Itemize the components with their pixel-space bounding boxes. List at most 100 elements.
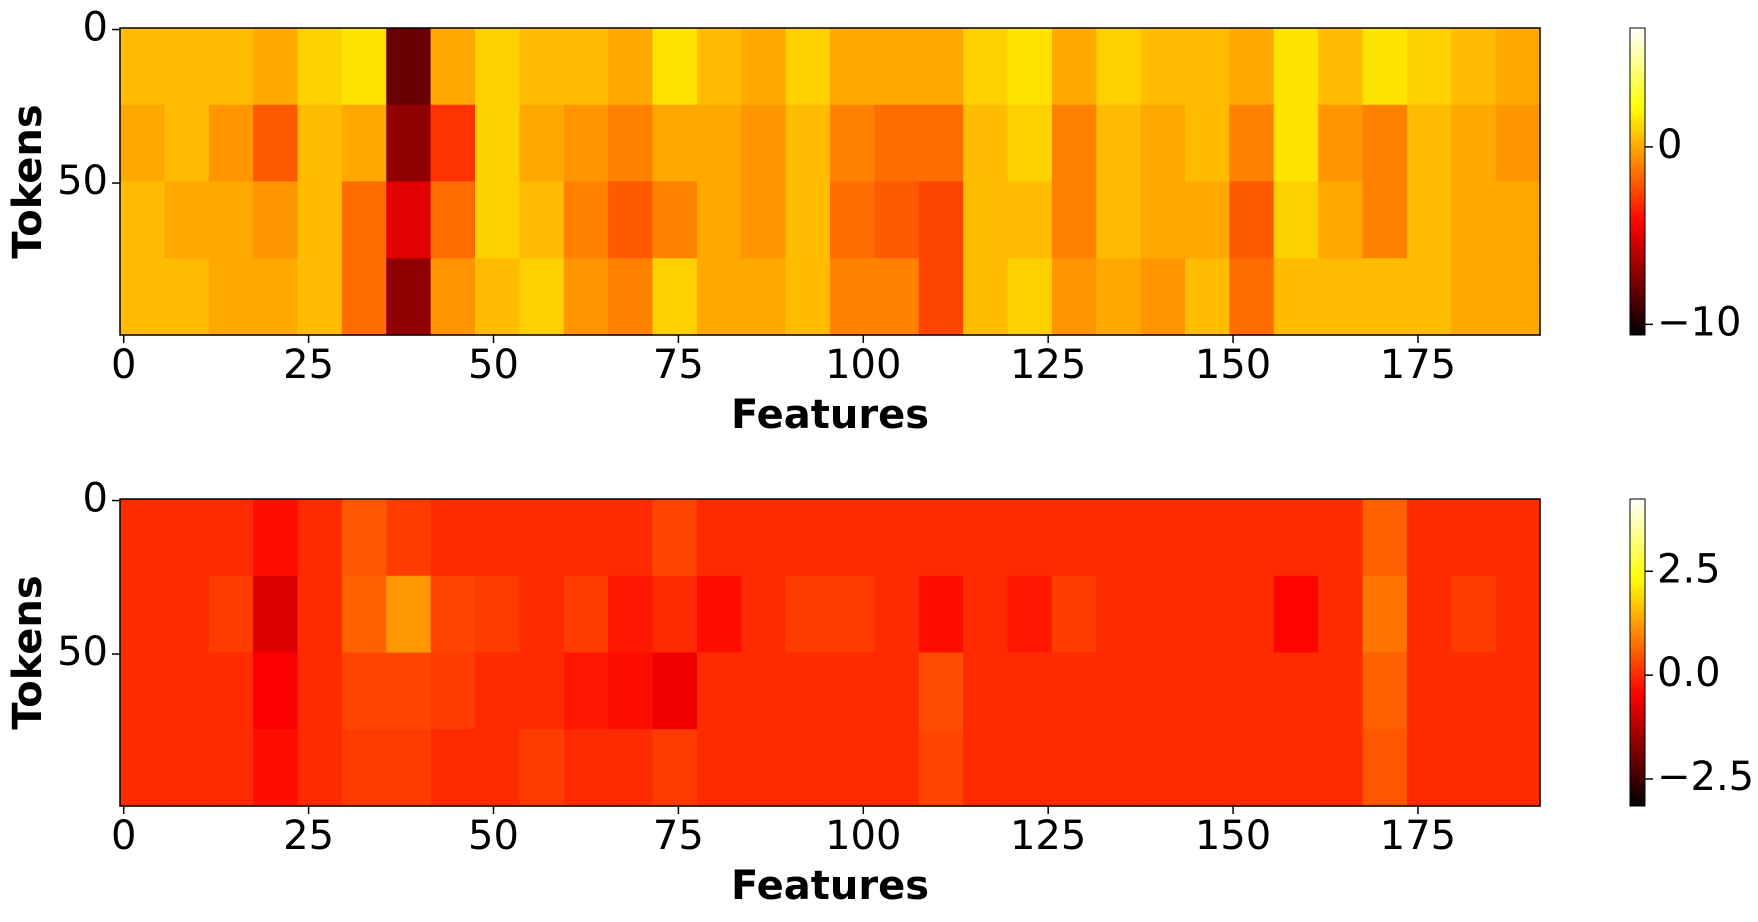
heatmap-cell <box>874 104 920 183</box>
heatmap-cell <box>785 652 831 730</box>
heatmap-cell <box>519 258 565 336</box>
heatmap-cell <box>297 258 343 336</box>
heatmap-cell <box>164 181 210 259</box>
heatmap-cell <box>1140 499 1186 577</box>
heatmap-cell <box>430 499 476 577</box>
heatmap-cell <box>475 575 520 654</box>
heatmap-cell <box>830 181 875 259</box>
heatmap-cell <box>253 181 299 259</box>
heatmap-cell <box>696 104 742 183</box>
heatmap-cell <box>1096 729 1142 807</box>
heatmap-cell <box>430 181 476 259</box>
heatmap-cell <box>1273 729 1319 807</box>
heatmap-cell <box>208 499 254 577</box>
heatmap-cell <box>1362 729 1408 807</box>
heatmap-cell <box>563 729 609 807</box>
heatmap-cell <box>963 652 1009 730</box>
heatmap-cell <box>741 499 787 577</box>
heatmap-cell <box>475 652 520 730</box>
heatmap-cell <box>386 28 432 106</box>
x-axis-label: Features <box>731 863 929 909</box>
heatmap-cell <box>830 104 875 183</box>
heatmap-cell <box>1495 104 1541 183</box>
heatmap-cell <box>608 28 654 106</box>
heatmap-cell <box>1229 652 1275 730</box>
heatmap-cell <box>1451 575 1497 654</box>
heatmap-cell <box>1318 28 1364 106</box>
heatmap-cell <box>253 499 299 577</box>
heatmap-cell <box>963 575 1009 654</box>
heatmap-cell <box>918 652 964 730</box>
heatmap-cell <box>430 652 476 730</box>
heatmap-cell <box>519 28 565 106</box>
heatmap-cell <box>918 499 964 577</box>
heatmap-cell <box>1185 28 1230 106</box>
heatmap-cell <box>785 575 831 654</box>
heatmap-cell <box>1051 181 1097 259</box>
heatmap-cell <box>1362 104 1408 183</box>
x-axis-label: Features <box>731 392 929 438</box>
heatmap-cell <box>652 652 698 730</box>
heatmap-cell <box>297 575 343 654</box>
heatmap-cell <box>208 28 254 106</box>
heatmap-cell <box>164 28 210 106</box>
heatmap-cell <box>830 258 875 336</box>
heatmap-cell <box>1273 28 1319 106</box>
heatmap-cell <box>1318 652 1364 730</box>
y-tick-label: 0 <box>83 476 108 522</box>
heatmap-cell <box>1495 652 1541 730</box>
colorbar-tick-label: 0 <box>1657 122 1682 168</box>
heatmap-cell <box>1273 258 1319 336</box>
x-tick-label: 50 <box>468 342 519 388</box>
colorbar <box>1629 27 1646 336</box>
heatmap-cell <box>785 28 831 106</box>
heatmap-cell <box>1451 181 1497 259</box>
heatmap-cell <box>341 652 387 730</box>
heatmap-cell <box>1495 181 1541 259</box>
heatmap-cell <box>1318 181 1364 259</box>
heatmap-cell <box>1273 499 1319 577</box>
heatmap-cell <box>1096 575 1142 654</box>
heatmap-cell <box>1451 258 1497 336</box>
heatmap-cell <box>1096 104 1142 183</box>
heatmap-cell <box>1229 575 1275 654</box>
heatmap-cell <box>120 575 165 654</box>
heatmap-cell <box>741 28 787 106</box>
heatmap-cell <box>741 575 787 654</box>
heatmap-cell <box>120 729 165 807</box>
heatmap-cell <box>1406 104 1452 183</box>
heatmap-cell <box>1451 28 1497 106</box>
heatmap-cell <box>253 652 299 730</box>
heatmap-cell <box>563 104 609 183</box>
heatmap-cell <box>963 181 1009 259</box>
heatmap-cell <box>253 104 299 183</box>
heatmap-cell <box>830 652 875 730</box>
heatmap-cell <box>341 575 387 654</box>
y-tick-label: 50 <box>57 158 108 204</box>
heatmap-cell <box>1451 729 1497 807</box>
heatmap-cell <box>1185 499 1230 577</box>
heatmap-cell <box>341 28 387 106</box>
heatmap-cell <box>963 729 1009 807</box>
heatmap-cell <box>1051 575 1097 654</box>
heatmap-cell <box>430 575 476 654</box>
heatmap-cell <box>608 575 654 654</box>
heatmap-cell <box>608 104 654 183</box>
heatmap-cell <box>785 729 831 807</box>
x-tick-label: 75 <box>653 342 704 388</box>
colorbar <box>1629 498 1646 807</box>
heatmap-cell <box>164 258 210 336</box>
x-tick-label: 150 <box>1195 342 1271 388</box>
heatmap-cell <box>208 652 254 730</box>
heatmap-cell <box>475 28 520 106</box>
heatmap-cell <box>1406 575 1452 654</box>
heatmap-cell <box>652 729 698 807</box>
heatmap-cell <box>608 499 654 577</box>
heatmap-cell <box>341 181 387 259</box>
heatmap-cell <box>874 729 920 807</box>
heatmap-cell <box>1007 28 1053 106</box>
x-tick-label: 100 <box>825 813 901 859</box>
heatmap-cell <box>1273 575 1319 654</box>
heatmap-cell <box>1007 258 1053 336</box>
heatmap-cell <box>1096 652 1142 730</box>
